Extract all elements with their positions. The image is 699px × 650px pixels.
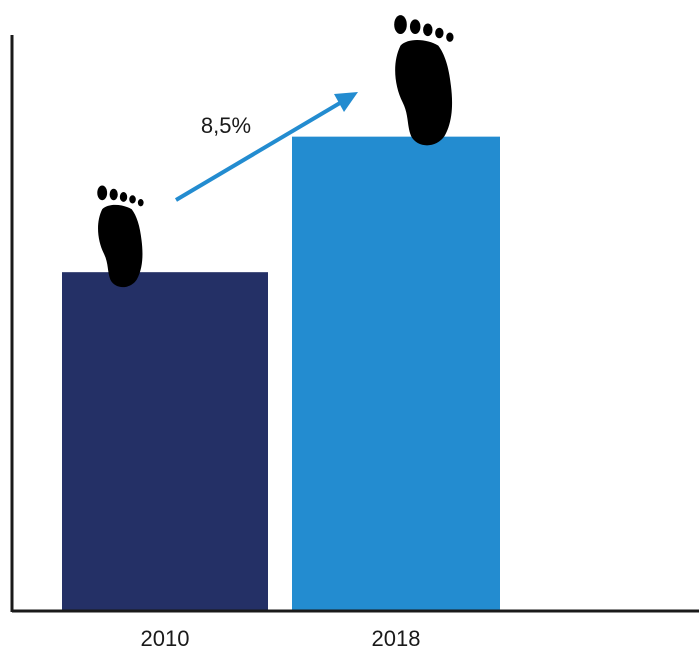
growth-label: 8,5% <box>201 113 251 138</box>
x-tick-labels: 2010 2018 <box>141 626 421 650</box>
growth-arrow-head <box>334 92 358 112</box>
footprint-icon <box>394 15 454 146</box>
bar-2010 <box>62 272 268 611</box>
growth-arrow <box>174 98 347 202</box>
x-tick-label: 2010 <box>141 626 190 650</box>
bar-2018 <box>292 136 500 611</box>
x-tick-label: 2018 <box>372 626 421 650</box>
footprint-icon <box>97 185 144 288</box>
bars-group <box>62 136 500 611</box>
